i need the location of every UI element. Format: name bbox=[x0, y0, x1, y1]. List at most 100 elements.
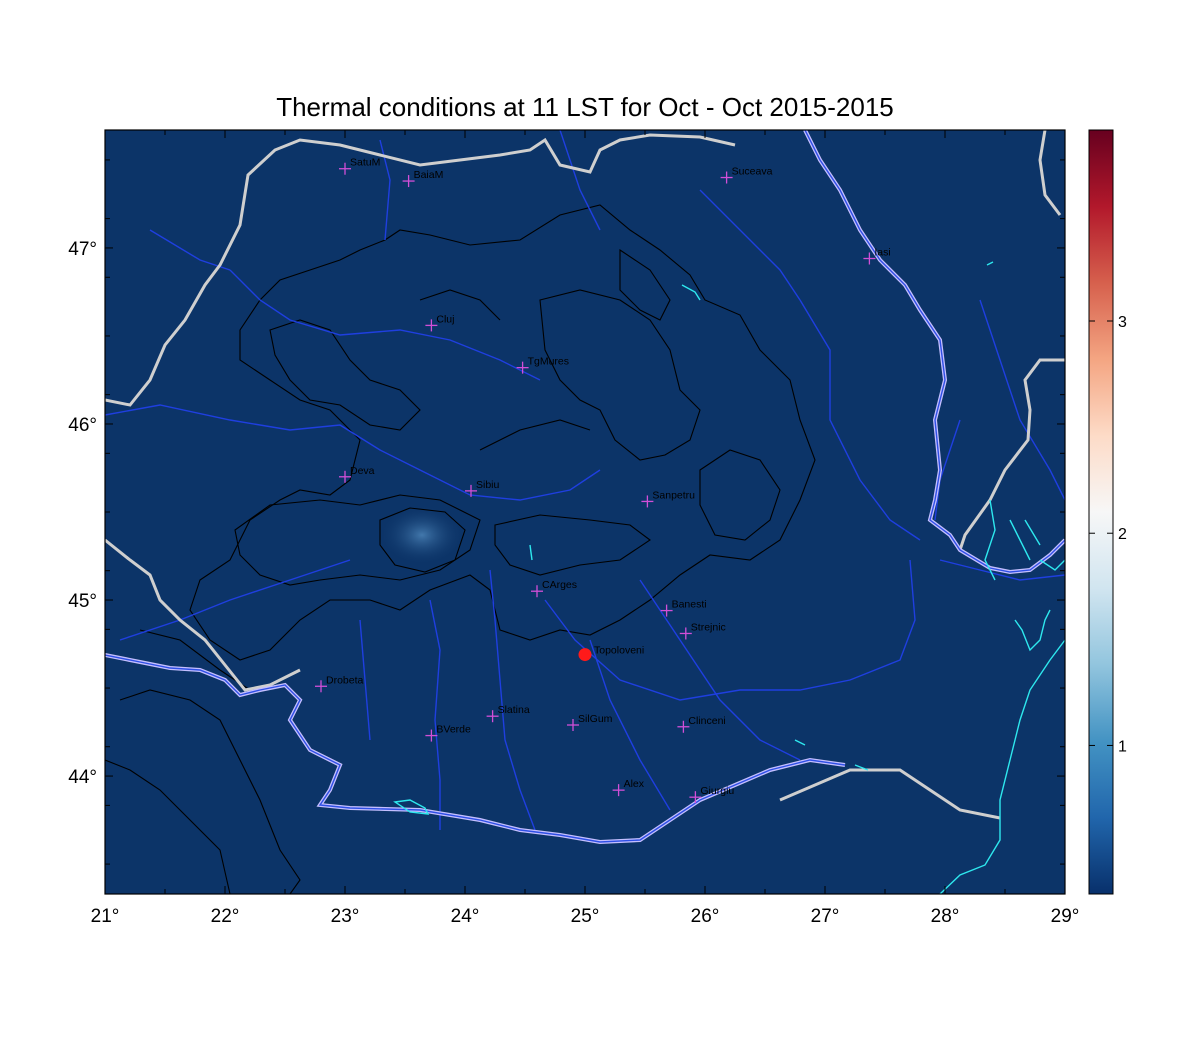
station-label: Banesti bbox=[672, 599, 707, 611]
border-south bbox=[779, 768, 1001, 820]
contour-line bbox=[189, 204, 816, 661]
contour-line bbox=[494, 514, 651, 576]
station-banesti: Banesti bbox=[660, 599, 707, 617]
station-label: Sibiu bbox=[476, 479, 500, 491]
x-tick-label: 25° bbox=[571, 906, 600, 927]
lake bbox=[393, 799, 430, 815]
station-label: Suceava bbox=[732, 166, 773, 178]
station-carges: CArges bbox=[531, 579, 577, 598]
map-background bbox=[105, 130, 1065, 894]
river-line bbox=[379, 139, 391, 241]
colorbar-tick-label: 2 bbox=[1118, 526, 1127, 543]
station-markers: SatuM BaiaM Suceava Iasi Cluj TgMures Deva Sibi… bbox=[315, 157, 891, 804]
station-sibiu: Sibiu bbox=[465, 479, 500, 497]
border-north bbox=[105, 133, 736, 407]
station-slatina: Slatina bbox=[486, 704, 530, 723]
lake bbox=[681, 284, 701, 301]
contour-line bbox=[119, 689, 301, 894]
contour-line bbox=[419, 289, 501, 321]
station-bverde: BVerde bbox=[425, 724, 471, 742]
station-drobeta: Drobeta bbox=[315, 674, 364, 693]
station-label: Sanpetru bbox=[652, 489, 695, 501]
river-line bbox=[119, 559, 351, 641]
contour-line bbox=[139, 629, 251, 691]
station-label: BVerde bbox=[436, 724, 471, 736]
station-baiam: BaiaM bbox=[402, 169, 444, 188]
colorbar bbox=[1088, 129, 1114, 895]
river-line bbox=[489, 569, 536, 831]
map-title: Thermal conditions at 11 LST for Oct - O… bbox=[276, 92, 894, 122]
contour-line bbox=[619, 248, 671, 321]
station-label: Alex bbox=[624, 778, 645, 790]
station-giurgiu: Giurgiu bbox=[689, 785, 734, 804]
river-line bbox=[359, 619, 371, 741]
x-tick-label: 27° bbox=[811, 906, 840, 927]
station-alex: Alex bbox=[612, 778, 645, 797]
station-tgmures: TgMures bbox=[516, 356, 569, 374]
x-tick-label: 29° bbox=[1051, 906, 1080, 927]
river-line bbox=[799, 299, 921, 541]
temperature-anomaly-patch bbox=[380, 505, 464, 565]
lake bbox=[1014, 609, 1051, 652]
rivers bbox=[105, 130, 1065, 831]
x-tick-label: 21° bbox=[91, 906, 120, 927]
y-tick-label: 46° bbox=[68, 415, 97, 436]
lake bbox=[986, 261, 994, 266]
contour-line bbox=[105, 759, 231, 894]
x-tick-label: 24° bbox=[451, 906, 480, 927]
station-label: Iasi bbox=[874, 247, 890, 259]
danube-river-border bbox=[105, 130, 1065, 845]
station-label: SatuM bbox=[350, 157, 380, 169]
y-tick-label: 44° bbox=[68, 767, 97, 788]
station-label: Slatina bbox=[498, 704, 530, 716]
station-strejnic: Strejnic bbox=[679, 621, 726, 640]
highlight-station-dot bbox=[578, 648, 592, 662]
border-southwest bbox=[105, 538, 301, 692]
station-label: Drobeta bbox=[326, 674, 364, 686]
station-sanpetru: Sanpetru bbox=[641, 489, 695, 508]
station-label: SilGum bbox=[578, 713, 613, 725]
lake bbox=[529, 544, 533, 561]
station-label: Giurgiu bbox=[700, 785, 734, 797]
river-line bbox=[229, 269, 541, 381]
contour-line bbox=[539, 289, 701, 461]
river-line bbox=[559, 130, 601, 231]
lake bbox=[794, 739, 806, 746]
country-borders bbox=[105, 130, 1065, 820]
x-tick-label: 28° bbox=[931, 906, 960, 927]
river-line bbox=[939, 559, 1065, 581]
station-topoloveni: Topoloveni bbox=[578, 645, 644, 662]
station-cluj: Cluj bbox=[425, 313, 454, 332]
black-sea-coast bbox=[939, 639, 1065, 894]
river-line bbox=[544, 559, 916, 701]
y-tick-label: 45° bbox=[68, 591, 97, 612]
border-east bbox=[958, 358, 1065, 551]
axis-ticks bbox=[104, 130, 1066, 894]
longitude-axis-labels: 21° 22° 23° 24° 25° 26° 27° 28° 29° bbox=[91, 906, 1080, 927]
x-tick-label: 23° bbox=[331, 906, 360, 927]
danube-delta bbox=[984, 499, 1065, 581]
colorbar-ticks: 1 2 3 bbox=[1089, 314, 1127, 755]
station-label: CArges bbox=[542, 579, 577, 591]
station-iasi: Iasi bbox=[863, 247, 891, 265]
station-satum: SatuM bbox=[339, 157, 380, 175]
station-silgum: SilGum bbox=[567, 713, 613, 732]
latitude-axis-labels: 44° 45° 46° 47° bbox=[68, 239, 97, 788]
river-line bbox=[639, 579, 801, 761]
station-label: Cluj bbox=[436, 313, 454, 325]
x-tick-label: 22° bbox=[211, 906, 240, 927]
station-label: BaiaM bbox=[414, 169, 444, 181]
highlight-station-label: Topoloveni bbox=[594, 645, 644, 657]
station-suceava: Suceava bbox=[720, 166, 773, 184]
contour-line bbox=[699, 449, 781, 541]
station-label: Deva bbox=[350, 465, 375, 477]
colorbar-tick-label: 3 bbox=[1118, 314, 1127, 331]
colorbar-tick-label: 1 bbox=[1118, 738, 1127, 755]
river-line bbox=[589, 639, 671, 811]
coastline bbox=[393, 261, 1065, 894]
x-tick-label: 26° bbox=[691, 906, 720, 927]
contour-line bbox=[479, 419, 591, 451]
river-line bbox=[429, 599, 441, 830]
station-label: Strejnic bbox=[691, 621, 726, 633]
